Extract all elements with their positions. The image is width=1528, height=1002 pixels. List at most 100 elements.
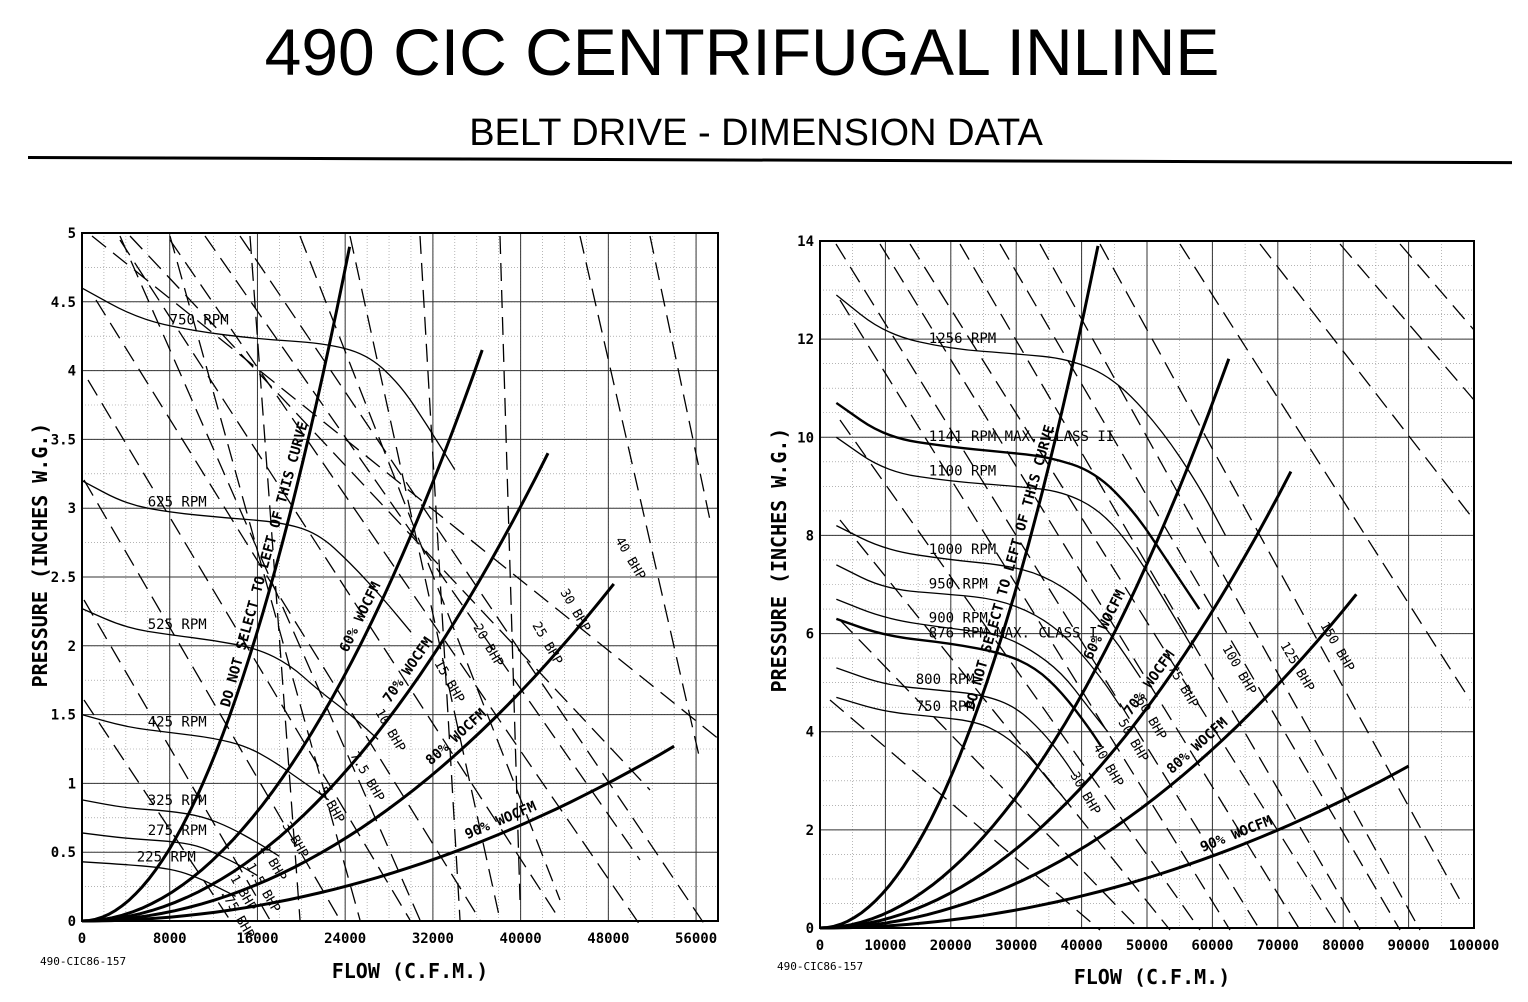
rpm-curve <box>836 696 1063 796</box>
rpm-curve <box>835 617 1103 748</box>
bhp-dashed-line <box>649 235 711 521</box>
bhp-dashed-line <box>829 699 1101 931</box>
y-tick-label: 2 <box>806 823 814 839</box>
bhp-dashed-line <box>579 235 701 761</box>
bhp-label: 150 BHP <box>1317 620 1357 675</box>
bhp-dashed-line <box>249 235 301 921</box>
x-tick-label: 32000 <box>412 931 454 947</box>
y-axis-label: PRESSURE (INCHES W.G.) <box>28 423 52 688</box>
x-tick-label: 70000 <box>1257 938 1299 954</box>
y-axis-label: PRESSURE (INCHES W.G.) <box>767 428 791 693</box>
rpm-curve-label: 750 RPM <box>170 313 229 329</box>
x-tick-label: 0 <box>816 938 824 954</box>
x-tick-label: 60000 <box>1191 938 1233 954</box>
y-tick-label: 8 <box>806 528 814 544</box>
rpm-curve <box>836 564 1122 708</box>
bhp-dashed-line <box>1039 243 1421 931</box>
rpm-curve <box>81 713 330 801</box>
x-tick-label: 8000 <box>153 931 187 947</box>
rpm-curve <box>836 525 1142 679</box>
bhp-dashed-line <box>839 619 1141 931</box>
bhp-dashed-line <box>835 243 1261 931</box>
bhp-dashed-line <box>169 235 361 921</box>
x-tick-label: 50000 <box>1126 938 1168 954</box>
y-tick-label: 0 <box>806 921 814 937</box>
bhp-dashed-line <box>419 235 461 921</box>
bhp-dashed-line <box>959 243 1361 931</box>
y-tick-label: 10 <box>797 430 814 446</box>
plot-frame <box>819 240 1475 929</box>
plot-frame <box>81 232 719 922</box>
bhp-dashed-line <box>239 235 706 926</box>
y-tick-label: 0 <box>68 914 76 930</box>
bhp-dashed-line <box>119 235 421 921</box>
drawing-id: 490-CIC86-157 <box>777 960 863 973</box>
bhp-label: 100 BHP <box>1219 643 1259 698</box>
bhp-label: 75 BHP <box>1165 663 1202 711</box>
x-tick-label: 40000 <box>500 931 542 947</box>
system-curve <box>819 358 1231 930</box>
rpm-curve-label: 1141 RPM MAX. CLASS II <box>929 429 1114 445</box>
page-subtitle: BELT DRIVE - DIMENSION DATA <box>469 112 1043 154</box>
x-tick-label: 48000 <box>587 931 629 947</box>
bhp-dashed-line <box>1099 243 1461 901</box>
x-axis-label: FLOW (C.F.M.) <box>332 959 489 983</box>
x-tick-label: 30000 <box>995 938 1037 954</box>
system-curve <box>81 349 484 923</box>
rpm-curve-label: 950 RPM <box>929 576 988 592</box>
rpm-curve-label: 1100 RPM <box>929 463 996 479</box>
y-tick-label: 5 <box>68 226 76 242</box>
y-tick-label: 0.5 <box>51 845 76 861</box>
rpm-curve-label: 525 RPM <box>148 617 207 633</box>
system-curve <box>819 245 1100 930</box>
x-tick-label: 80000 <box>1322 938 1364 954</box>
bhp-dashed-line <box>499 235 521 901</box>
bhp-dashed-line <box>1179 243 1471 701</box>
rpm-curve-label: 325 RPM <box>148 793 207 809</box>
rpm-curve <box>835 401 1201 610</box>
rpm-curve <box>81 608 379 740</box>
rpm-curve <box>81 287 456 471</box>
x-tick-label: 20000 <box>930 938 972 954</box>
system-curve <box>81 246 352 923</box>
y-tick-label: 4 <box>68 364 76 380</box>
system-curve <box>81 452 550 923</box>
y-tick-label: 1.5 <box>51 708 76 724</box>
system-curve <box>81 744 675 923</box>
system-curve-label: 80% WOCFM <box>1164 715 1231 778</box>
rpm-curve <box>836 667 1076 777</box>
x-tick-label: 40000 <box>1061 938 1103 954</box>
y-tick-label: 1 <box>68 776 76 792</box>
y-tick-label: 2.5 <box>51 570 76 586</box>
bhp-dashed-line <box>999 243 1401 931</box>
bhp-dashed-line <box>83 699 231 921</box>
x-tick-label: 16000 <box>236 931 278 947</box>
bhp-dashed-line <box>1339 243 1475 401</box>
bhp-dashed-line <box>1399 243 1475 331</box>
bhp-dashed-line <box>83 479 341 921</box>
page-title: 490 CIC CENTRIFUGAL INLINE <box>264 15 1220 89</box>
rpm-curve <box>836 598 1109 733</box>
x-tick-label: 100000 <box>1449 938 1500 954</box>
bhp-dashed-line <box>839 299 1231 931</box>
bhp-dashed-line <box>839 419 1201 931</box>
drawing-id: 490-CIC86-157 <box>40 955 126 968</box>
x-tick-label: 24000 <box>324 931 366 947</box>
system-curve-label: 90% WOCFM <box>1198 813 1274 856</box>
y-tick-label: 12 <box>797 332 814 348</box>
bhp-dashed-line <box>1259 243 1475 521</box>
rpm-curve-label: 1000 RPM <box>929 542 996 558</box>
y-tick-label: 6 <box>806 627 814 643</box>
x-tick-label: 0 <box>78 931 86 947</box>
rpm-curve-label: 425 RPM <box>148 714 207 730</box>
rpm-curve-label: 750 RPM <box>916 699 975 715</box>
x-tick-label: 90000 <box>1388 938 1430 954</box>
bhp-label: 30 BHP <box>1067 770 1104 818</box>
rpm-curve-label: 900 RPM <box>929 611 988 627</box>
y-tick-label: 2 <box>68 639 76 655</box>
system-curve <box>819 470 1293 930</box>
system-curve <box>819 764 1410 930</box>
bhp-dashed-line <box>129 235 651 791</box>
